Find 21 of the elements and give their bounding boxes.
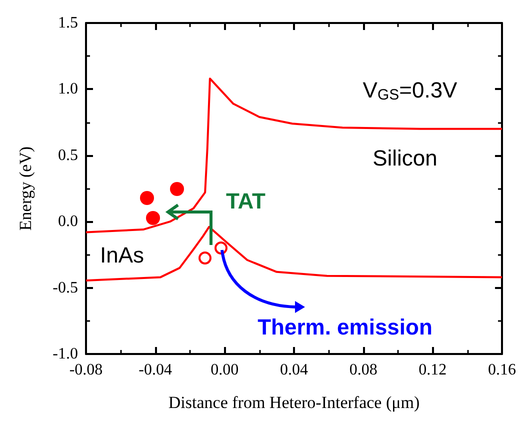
y-tick-label: -0.5 xyxy=(52,279,78,296)
y-tick-label: 1.0 xyxy=(58,80,78,98)
x-tick-label: 0.16 xyxy=(488,362,516,378)
x-axis-title: Distance from Hetero-Interface (μm) xyxy=(168,393,420,412)
annotation: Silicon xyxy=(372,146,438,170)
annotation: InAs xyxy=(100,242,144,268)
x-tick-label: 0.12 xyxy=(418,362,447,378)
x-tick-label: -0.08 xyxy=(69,362,103,378)
x-tick-label: -0.04 xyxy=(138,362,172,378)
annotation: Therm. emission xyxy=(258,314,432,340)
y-tick-label: 0.0 xyxy=(58,213,78,230)
y-tick-label: 1.5 xyxy=(58,14,78,32)
x-tick-label: 0.04 xyxy=(280,362,308,378)
line-series xyxy=(85,226,503,282)
y-tick-label: -1.0 xyxy=(52,346,78,362)
x-tick-label: 0.00 xyxy=(210,362,239,378)
y-axis-title: Energy (eV) xyxy=(16,146,35,231)
line-series xyxy=(85,78,503,234)
annotation: TAT xyxy=(226,188,266,214)
y-tick-label: 0.5 xyxy=(58,146,78,164)
x-tick-label: 0.08 xyxy=(349,362,378,378)
